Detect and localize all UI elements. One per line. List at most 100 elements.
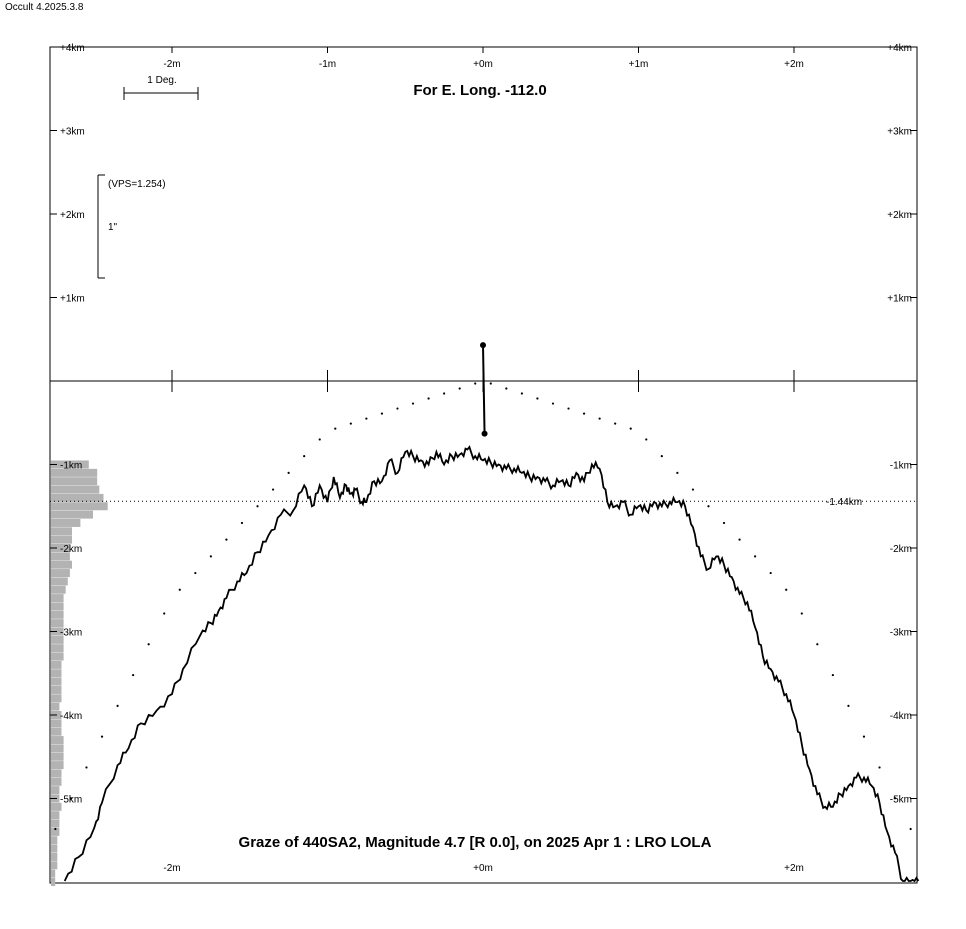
x-tick-label-bottom: -2m bbox=[163, 863, 180, 874]
x-tick-label-bottom: +2m bbox=[784, 863, 804, 874]
y-tick-label-right: +1km bbox=[887, 294, 912, 305]
vps-bar bbox=[97, 174, 105, 279]
x-tick-label-top: -2m bbox=[163, 59, 180, 70]
mean-limb-dot bbox=[660, 455, 663, 458]
y-tick-label-left: +3km bbox=[60, 127, 85, 138]
histogram-bar bbox=[51, 702, 60, 711]
histogram-bar bbox=[51, 827, 60, 836]
mean-limb-dot bbox=[520, 392, 523, 395]
mean-limb-dot bbox=[489, 382, 492, 385]
y-tick-label-left: -2km bbox=[60, 544, 82, 555]
histogram-bar bbox=[51, 744, 64, 753]
mean-limb-dot bbox=[785, 588, 788, 591]
histogram-bar bbox=[51, 544, 70, 552]
histogram-bar bbox=[51, 535, 72, 544]
mean-limb-dot bbox=[163, 612, 166, 615]
mean-limb-dot bbox=[505, 387, 508, 390]
histogram-bar bbox=[51, 878, 56, 886]
y-tick-label-right: -3km bbox=[890, 628, 912, 639]
mean-limb-dot bbox=[831, 673, 834, 677]
histogram-bar bbox=[51, 510, 93, 519]
mean-limb-dot bbox=[474, 382, 477, 385]
mean-limb-dot bbox=[691, 488, 695, 491]
histogram-bar bbox=[51, 694, 62, 703]
histogram-bar bbox=[51, 594, 64, 603]
histogram-bar bbox=[51, 610, 64, 619]
mean-limb-dot bbox=[209, 555, 212, 558]
histogram-bar bbox=[51, 777, 62, 786]
mean-limb-dot bbox=[194, 571, 197, 575]
histogram-bar bbox=[51, 585, 66, 594]
mean-limb-dot bbox=[178, 588, 181, 591]
histogram-bar bbox=[51, 819, 60, 828]
x-tick-label-top: +1m bbox=[629, 59, 649, 70]
mean-limb-dot bbox=[380, 412, 384, 415]
histogram-bar bbox=[51, 752, 64, 761]
histogram-bar bbox=[51, 560, 72, 569]
histogram-bar bbox=[51, 852, 58, 861]
y-tick-label-left: +1km bbox=[60, 294, 85, 305]
mean-limb-dot bbox=[893, 797, 897, 800]
star-path-end bbox=[481, 430, 488, 437]
mean-limb-dot bbox=[582, 412, 586, 415]
histogram-bar bbox=[51, 527, 72, 536]
mean-limb-dot bbox=[100, 735, 104, 738]
histogram-bar bbox=[51, 836, 58, 845]
mean-limb-dot bbox=[878, 766, 881, 769]
mean-limb-dot bbox=[85, 766, 88, 769]
mean-limb-dot bbox=[722, 521, 726, 525]
y-tick-label-right: +4km bbox=[887, 43, 912, 54]
mean-limb-dot bbox=[365, 417, 368, 420]
mean-limb-dot bbox=[614, 422, 617, 425]
mean-limb-dot bbox=[116, 704, 119, 707]
mean-limb-dot bbox=[411, 402, 415, 405]
chart-title: For E. Long. -112.0 bbox=[413, 82, 546, 99]
y-tick-label-left: -4km bbox=[60, 711, 82, 722]
histogram-bar bbox=[51, 477, 98, 486]
histogram-bar bbox=[51, 811, 60, 820]
y-tick-label-right: -5km bbox=[890, 795, 912, 806]
scale-bar bbox=[123, 87, 199, 100]
app-title: Occult 4.2025.3.8 bbox=[5, 2, 84, 13]
histogram-bar bbox=[51, 485, 100, 494]
star-path-start bbox=[480, 342, 486, 349]
y-tick-label-left: -5km bbox=[60, 795, 82, 806]
y-tick-label-right: +2km bbox=[887, 210, 912, 221]
y-tick-label-left: +4km bbox=[60, 43, 85, 54]
histogram-bar bbox=[51, 635, 64, 644]
mean-limb-dot bbox=[147, 643, 150, 646]
mean-limb-dot bbox=[536, 397, 539, 400]
histogram-bar bbox=[51, 802, 62, 811]
y-tick-label-right: -1km bbox=[890, 461, 912, 472]
histogram-bar bbox=[51, 577, 68, 586]
histogram-bar bbox=[51, 644, 64, 653]
mean-limb-dot bbox=[287, 471, 290, 474]
mean-limb-dot bbox=[645, 438, 648, 441]
histogram-bar bbox=[51, 552, 70, 561]
mean-limb-dot bbox=[629, 427, 632, 430]
mean-limb-dot bbox=[551, 402, 555, 405]
histogram-bar bbox=[51, 727, 62, 736]
mean-limb-dot bbox=[443, 392, 446, 395]
mean-limb-dot bbox=[909, 827, 912, 831]
limb-profile bbox=[63, 445, 920, 883]
mean-limb-dot bbox=[769, 571, 772, 575]
histogram-bar bbox=[51, 677, 62, 686]
y-tick-label-left: +2km bbox=[60, 210, 85, 221]
mean-limb-dot bbox=[458, 387, 461, 390]
histogram-bar bbox=[51, 869, 56, 878]
histogram-bar bbox=[51, 627, 64, 636]
x-tick-label-top: +2m bbox=[784, 59, 804, 70]
mean-limb-dot bbox=[738, 538, 741, 541]
histogram-bar bbox=[51, 861, 58, 870]
histogram-bar bbox=[51, 761, 64, 770]
mean-limb-dot bbox=[427, 397, 430, 400]
histogram-bar bbox=[51, 669, 62, 678]
mean-limb-dot bbox=[847, 704, 850, 707]
x-tick-label-top: -1m bbox=[319, 59, 336, 70]
histogram-bar bbox=[51, 518, 81, 527]
histogram-bar bbox=[51, 844, 58, 853]
y-tick-label-left: -3km bbox=[60, 628, 82, 639]
histogram-bar bbox=[51, 602, 64, 611]
